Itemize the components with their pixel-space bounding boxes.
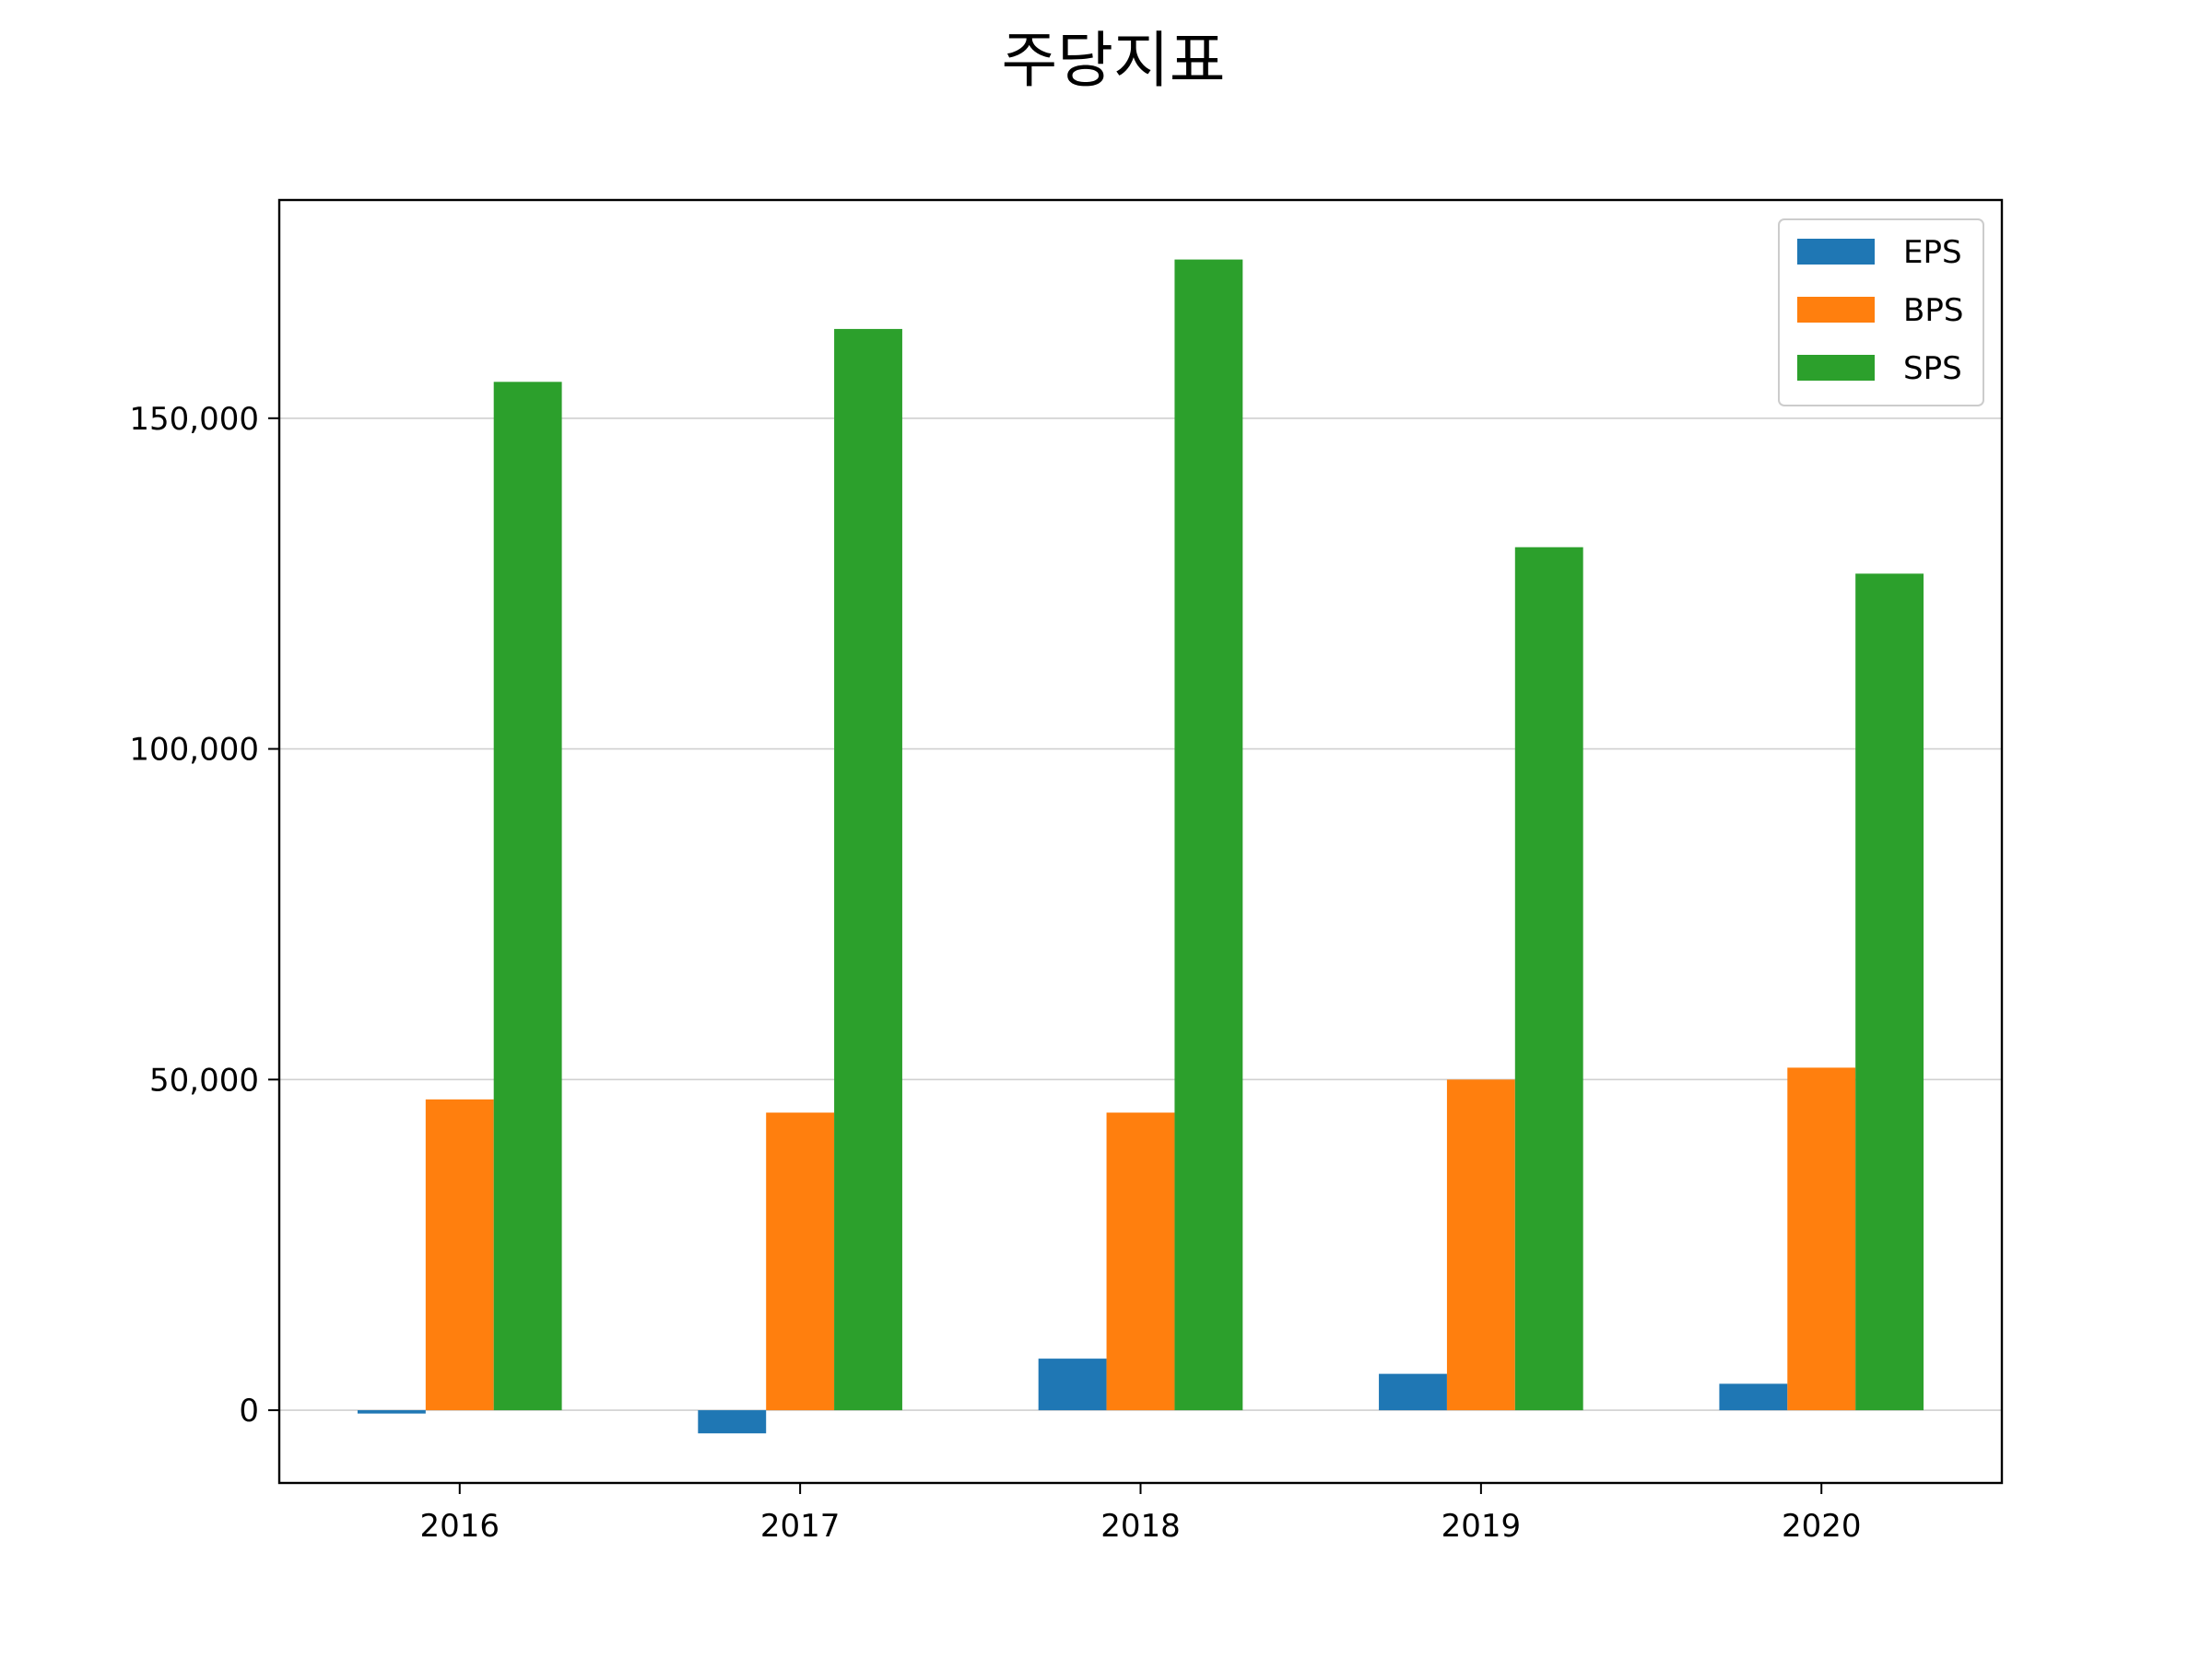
x-axis: 2016 2017 2018 2019 2020 xyxy=(419,1483,1862,1545)
bar-sps-2018 xyxy=(1174,259,1243,1411)
bar-bps-2018 xyxy=(1106,1112,1175,1411)
y-tick-label: 50,000 xyxy=(149,1062,259,1099)
y-tick-label: 150,000 xyxy=(129,401,259,438)
legend-label-bps: BPS xyxy=(1903,292,1963,329)
bar-eps-2019 xyxy=(1379,1373,1447,1411)
bar-bps-2020 xyxy=(1787,1067,1856,1411)
bar-sps-2016 xyxy=(493,382,562,1411)
bar-eps-2018 xyxy=(1038,1359,1107,1411)
x-tick-label: 2017 xyxy=(760,1508,841,1545)
legend-label-sps: SPS xyxy=(1903,350,1962,387)
x-tick-label: 2018 xyxy=(1100,1508,1181,1545)
legend-swatch-bps xyxy=(1797,297,1875,323)
legend-label-eps: EPS xyxy=(1903,234,1962,271)
bar-bps-2016 xyxy=(425,1099,494,1411)
bar-sps-2020 xyxy=(1855,573,1924,1411)
bar-sps-2019 xyxy=(1514,547,1583,1411)
x-tick-label: 2019 xyxy=(1441,1508,1522,1545)
legend-swatch-eps xyxy=(1797,239,1875,265)
bar-bps-2019 xyxy=(1446,1079,1515,1411)
bar-eps-2016 xyxy=(357,1410,426,1414)
bar-eps-2017 xyxy=(698,1410,767,1434)
y-tick-label: 100,000 xyxy=(129,732,259,769)
chart-title: 주당지표 xyxy=(1002,25,1226,96)
bar-eps-2020 xyxy=(1719,1383,1788,1411)
y-axis: 0 50,000 100,000 150,000 xyxy=(129,401,279,1430)
bar-sps-2017 xyxy=(834,328,902,1411)
y-tick-label: 0 xyxy=(239,1393,259,1430)
legend[interactable]: EPS BPS SPS xyxy=(1778,218,1984,406)
x-tick-label: 2016 xyxy=(419,1508,500,1545)
bar-bps-2017 xyxy=(766,1112,835,1411)
legend-swatch-sps xyxy=(1797,355,1875,381)
x-tick-label: 2020 xyxy=(1782,1508,1862,1545)
bars xyxy=(357,259,1924,1434)
